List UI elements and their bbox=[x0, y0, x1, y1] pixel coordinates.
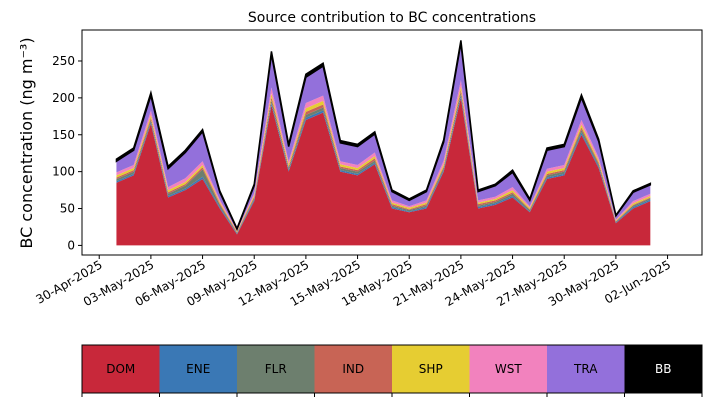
area bbox=[116, 92, 651, 234]
area bbox=[116, 89, 651, 233]
y-tick-label: 50 bbox=[60, 202, 75, 216]
legend-swatch bbox=[159, 345, 237, 393]
legend-swatch bbox=[237, 345, 315, 393]
y-axis-label: BC concentration (ng m⁻³) bbox=[17, 37, 36, 248]
legend-frame bbox=[81, 344, 703, 394]
legend-swatch bbox=[392, 345, 470, 393]
legend-label: FLR bbox=[265, 362, 287, 376]
plot-frame bbox=[81, 29, 703, 256]
legend-swatch bbox=[547, 345, 625, 393]
legend-swatch bbox=[469, 345, 547, 393]
y-tick-label: 150 bbox=[52, 128, 75, 142]
legend-label: BB bbox=[655, 362, 671, 376]
chart-title: Source contribution to BC concentrations bbox=[248, 10, 536, 26]
legend-swatch bbox=[624, 345, 702, 393]
legend-label: SHP bbox=[419, 362, 443, 376]
area bbox=[116, 80, 651, 232]
legend-label: IND bbox=[342, 362, 364, 376]
legend-swatch bbox=[82, 345, 160, 393]
y-tick-label: 250 bbox=[52, 54, 75, 68]
area bbox=[116, 97, 651, 246]
y-tick-label: 100 bbox=[52, 165, 75, 179]
legend-label: WST bbox=[495, 362, 522, 376]
legend-label: ENE bbox=[186, 362, 210, 376]
area bbox=[115, 40, 652, 232]
legend-label: DOM bbox=[106, 362, 135, 376]
legend-swatch bbox=[314, 345, 392, 393]
y-tick-label: 0 bbox=[67, 238, 75, 252]
area bbox=[116, 43, 651, 231]
legend-label: TRA bbox=[573, 362, 598, 376]
area bbox=[116, 86, 651, 233]
y-tick-label: 200 bbox=[52, 91, 75, 105]
